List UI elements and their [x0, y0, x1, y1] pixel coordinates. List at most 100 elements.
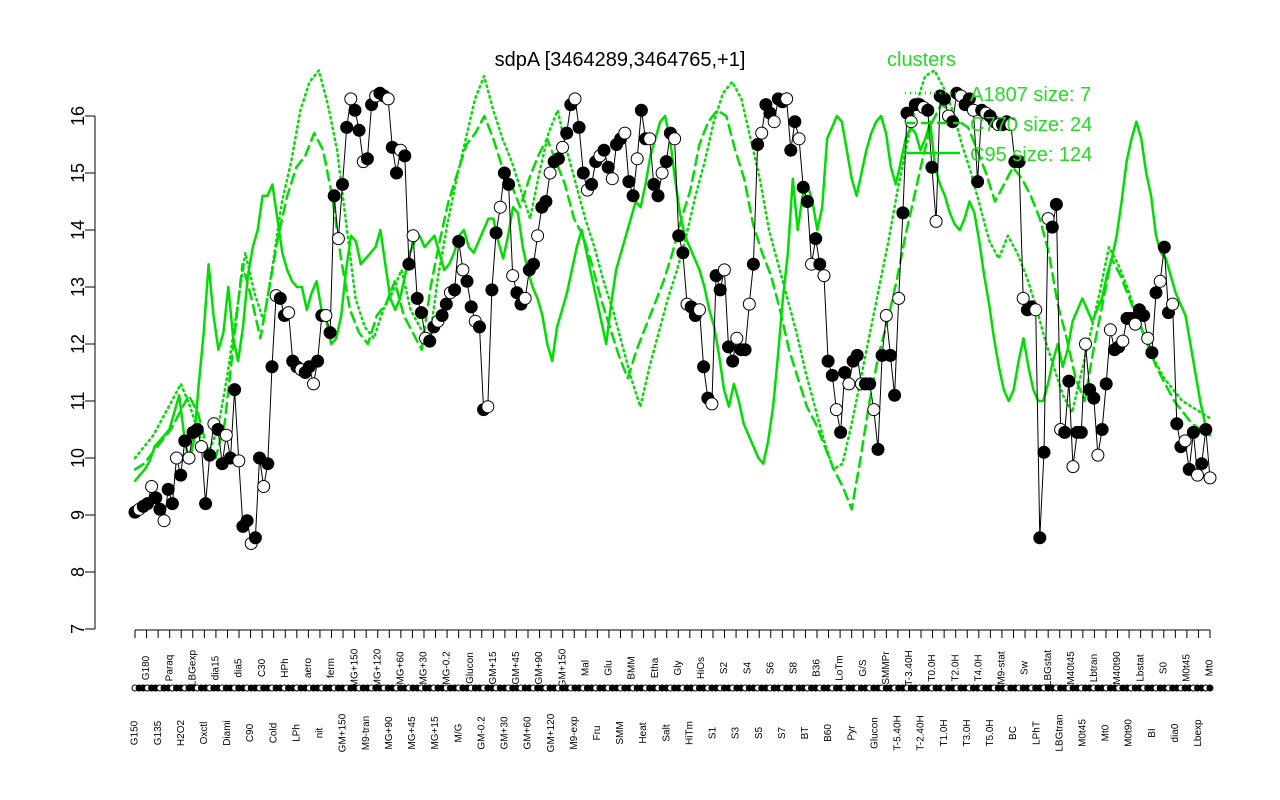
- x-tick-label: HiTm: [684, 721, 695, 745]
- data-point: [360, 152, 374, 166]
- data-point: [199, 497, 213, 511]
- x-tick-label: S0: [1158, 661, 1169, 674]
- data-point: [838, 366, 852, 379]
- data-point: [149, 491, 163, 505]
- x-tick-label: T4.0H: [973, 654, 984, 681]
- y-tick-label: 15: [68, 163, 88, 183]
- data-point: [485, 283, 499, 297]
- data-point: [863, 377, 877, 391]
- data-point: [497, 166, 511, 180]
- x-tick-label: LBGstat: [1043, 650, 1054, 686]
- data-point: [825, 368, 839, 382]
- data-point: [1149, 286, 1163, 300]
- data-point: [896, 206, 910, 220]
- x-tick-label: MG+90: [384, 716, 395, 750]
- x-tick-label: M9-exp: [569, 716, 580, 750]
- data-point: [398, 149, 412, 163]
- x-tick-label: T3.0H: [962, 719, 973, 746]
- x-tick-label: GM+15: [488, 651, 499, 685]
- x-tick-label: BC: [1008, 726, 1019, 740]
- x-tick-label: G135: [153, 720, 164, 745]
- data-point: [1178, 434, 1192, 448]
- data-point: [410, 291, 424, 305]
- data-point: [174, 468, 188, 482]
- x-tick-label: Cold: [268, 723, 279, 744]
- x-tick-label: GM+120: [546, 713, 557, 752]
- x-tick-label: Pyr: [846, 725, 857, 741]
- x-tick-label: MG+30: [419, 651, 430, 685]
- data-point: [746, 257, 760, 271]
- data-point: [659, 155, 673, 169]
- data-point: [767, 115, 781, 129]
- x-tick-label: S3: [731, 726, 742, 739]
- data-point: [228, 383, 242, 397]
- data-point: [1033, 531, 1047, 545]
- data-point: [1049, 197, 1063, 211]
- data-point: [327, 189, 341, 203]
- data-point: [605, 172, 619, 186]
- data-point: [693, 303, 706, 317]
- y-tick-label: 13: [68, 277, 88, 297]
- y-tick-label: 16: [68, 106, 88, 126]
- data-point: [456, 263, 470, 277]
- cluster-line-dotted: [133, 69, 1212, 471]
- data-point: [655, 166, 669, 180]
- data-point: [406, 229, 420, 243]
- data-point: [1004, 118, 1018, 132]
- data-point: [340, 120, 354, 134]
- data-point: [730, 331, 744, 345]
- data-point: [742, 297, 756, 311]
- data-point: [813, 257, 827, 271]
- data-point: [348, 103, 362, 117]
- data-point: [676, 246, 690, 260]
- data-point: [194, 440, 208, 454]
- legend: clusters A1807 size: 7 C770 size: 24 C95…: [887, 49, 1092, 166]
- x-tick-label: Heat: [638, 722, 649, 743]
- data-point: [925, 160, 939, 174]
- x-tick-label: M0t45: [1182, 654, 1193, 682]
- data-point: [800, 195, 814, 208]
- data-point: [452, 234, 466, 248]
- data-point: [319, 309, 333, 322]
- data-point: [157, 514, 171, 528]
- cluster-line-solid: [133, 114, 1212, 483]
- data-point: [850, 348, 864, 362]
- data-point: [336, 177, 349, 191]
- data-point: [390, 166, 403, 180]
- data-point: [560, 126, 574, 140]
- data-point: [962, 92, 976, 106]
- data-point: [1203, 471, 1217, 485]
- x-tick-label: M0t90: [1124, 719, 1135, 747]
- x-tick-label: Lbstat: [1135, 654, 1146, 681]
- data-point: [203, 448, 217, 462]
- cluster-line-dashed: [133, 103, 1212, 511]
- y-tick-label: 14: [68, 220, 88, 240]
- x-tick-label: Gly: [673, 661, 684, 676]
- data-point: [672, 229, 686, 243]
- x-tick-label: B36: [812, 659, 823, 677]
- data-point: [726, 354, 740, 368]
- x-tick-label: M9-stat: [997, 651, 1008, 685]
- y-tick-label: 9: [68, 510, 88, 520]
- x-tick-label: dia15: [211, 655, 222, 680]
- data-point: [568, 92, 582, 106]
- x-tick-label: SMM: [615, 721, 626, 744]
- x-tick-label: T1.0H: [939, 719, 950, 746]
- data-point: [1170, 417, 1184, 431]
- data-point: [937, 92, 951, 106]
- x-tick-label: Salt: [661, 724, 672, 741]
- x-tick-label: S6: [765, 661, 776, 674]
- x-tick-label: Paraq: [164, 655, 175, 682]
- data-point: [643, 132, 657, 146]
- data-point: [751, 138, 765, 151]
- data-point: [929, 214, 943, 228]
- x-tick-label: BT: [800, 727, 811, 740]
- y-tick-label: 10: [68, 448, 88, 468]
- data-point: [265, 360, 279, 374]
- data-point: [257, 480, 271, 493]
- data-point: [323, 326, 337, 340]
- x-tick-label: MG-0.2: [442, 651, 453, 685]
- data-point: [634, 103, 648, 117]
- data-point: [232, 454, 246, 468]
- x-tick-label: M0t45: [1077, 719, 1088, 747]
